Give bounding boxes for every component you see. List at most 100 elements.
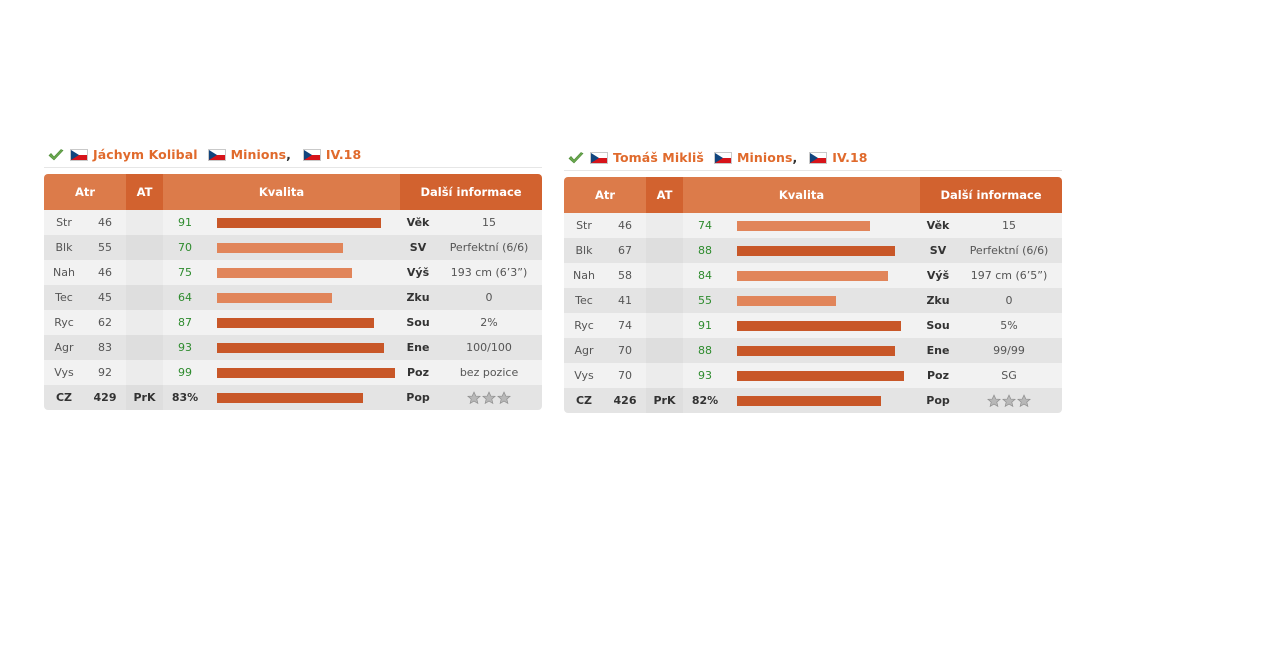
league-link[interactable]: IV.18 <box>325 147 362 162</box>
czech-flag-icon <box>809 151 828 164</box>
attr-value: 55 <box>84 235 127 260</box>
header-at[interactable]: AT <box>646 177 684 213</box>
quality-bar-cell <box>207 210 401 235</box>
table-row: Tec 45 64 Zku 0 <box>44 285 543 310</box>
player-header: Jáchym Kolibal Minions, IV.18 <box>44 142 542 168</box>
separator: , <box>792 150 798 165</box>
table-row: Ryc 62 87 Sou 2% <box>44 310 543 335</box>
info-value: 197 cm (6’5”) <box>956 263 1063 288</box>
info-label: Věk <box>400 210 437 235</box>
league-link[interactable]: IV.18 <box>832 150 868 165</box>
header-at[interactable]: AT <box>126 174 164 210</box>
attr-label: Nah <box>44 260 84 285</box>
quality-bar-cell <box>727 288 921 313</box>
attr-label: Vys <box>44 360 84 385</box>
player-stats-table: Atr AT Kvalita Další informace Str 46 91 Vě… <box>44 174 543 410</box>
info-label: SV <box>920 238 957 263</box>
prk-bar <box>737 395 882 406</box>
header-info[interactable]: Další informace <box>400 174 543 210</box>
attr-value: 83 <box>84 335 127 360</box>
prk-bar-cell <box>727 388 921 413</box>
total-row: CZ 429 PrK 83% Pop <box>44 385 543 410</box>
attr-label: Str <box>564 213 604 238</box>
quality-bar <box>217 217 382 228</box>
quality-bar-cell <box>727 363 921 388</box>
player-card-2: Tomáš Mikliš Minions, IV.18 Atr AT Kvali… <box>564 145 1063 413</box>
attr-value: 46 <box>84 260 127 285</box>
info-value: 2% <box>436 310 543 335</box>
info-value: 5% <box>956 313 1063 338</box>
header-info[interactable]: Další informace <box>920 177 1063 213</box>
at-value <box>126 210 164 235</box>
table-row: Str 46 74 Věk 15 <box>564 213 1063 238</box>
header-kvalita[interactable]: Kvalita <box>163 174 401 210</box>
player-name-link[interactable]: Tomáš Mikliš <box>613 150 704 165</box>
table-row: Agr 83 93 Ene 100/100 <box>44 335 543 360</box>
info-value: 193 cm (6’3”) <box>436 260 543 285</box>
star-icon <box>1002 393 1016 407</box>
at-value <box>126 360 164 385</box>
info-value: 99/99 <box>956 338 1063 363</box>
quality-bar-cell <box>207 310 401 335</box>
attr-label: Agr <box>564 338 604 363</box>
quality-value: 74 <box>683 213 728 238</box>
info-label: Poz <box>400 360 437 385</box>
quality-value: 88 <box>683 338 728 363</box>
player-card-1: Jáchym Kolibal Minions, IV.18 Atr AT Kva… <box>44 142 543 410</box>
info-label: Sou <box>920 313 957 338</box>
at-value <box>126 310 164 335</box>
quality-value: 93 <box>683 363 728 388</box>
quality-bar <box>737 320 902 331</box>
info-label: Věk <box>920 213 957 238</box>
at-value <box>126 260 164 285</box>
quality-value: 91 <box>683 313 728 338</box>
team-link[interactable]: Minions <box>230 147 287 162</box>
table-row: Vys 92 99 Poz bez pozice <box>44 360 543 385</box>
at-value <box>646 338 684 363</box>
attr-label: Tec <box>564 288 604 313</box>
quality-value: 88 <box>683 238 728 263</box>
player-header: Tomáš Mikliš Minions, IV.18 <box>564 145 1062 171</box>
attr-value: 62 <box>84 310 127 335</box>
quality-bar <box>737 295 837 306</box>
attr-value: 46 <box>604 213 647 238</box>
attr-label: Str <box>44 210 84 235</box>
header-atr[interactable]: Atr <box>44 174 127 210</box>
check-icon <box>568 151 584 163</box>
team-link[interactable]: Minions <box>736 150 793 165</box>
popularity-stars <box>987 393 1031 408</box>
table-row: Blk 55 70 SV Perfektní (6/6) <box>44 235 543 260</box>
attr-value: 74 <box>604 313 647 338</box>
info-label: Poz <box>920 363 957 388</box>
total-value: 429 <box>84 385 127 410</box>
czech-flag-icon <box>713 151 732 164</box>
prk-label: PrK <box>646 388 684 413</box>
info-label: Ene <box>400 335 437 360</box>
at-value <box>646 288 684 313</box>
quality-value: 64 <box>163 285 208 310</box>
quality-bar <box>737 220 871 231</box>
info-label: Ene <box>920 338 957 363</box>
table-row: Nah 46 75 Výš 193 cm (6’3”) <box>44 260 543 285</box>
info-value: 15 <box>956 213 1063 238</box>
prk-value: 83% <box>163 385 208 410</box>
total-row: CZ 426 PrK 82% Pop <box>564 388 1063 413</box>
separator: , <box>286 147 291 162</box>
quality-value: 93 <box>163 335 208 360</box>
player-stats-table: Atr AT Kvalita Další informace Str 46 74 Vě… <box>564 177 1063 413</box>
header-kvalita[interactable]: Kvalita <box>683 177 921 213</box>
attr-value: 67 <box>604 238 647 263</box>
quality-bar <box>217 367 396 378</box>
czech-flag-icon <box>590 151 608 164</box>
at-value <box>126 285 164 310</box>
quality-bar-cell <box>727 313 921 338</box>
at-value <box>646 263 684 288</box>
quality-bar-cell <box>207 285 401 310</box>
table-row: Agr 70 88 Ene 99/99 <box>564 338 1063 363</box>
header-atr[interactable]: Atr <box>564 177 647 213</box>
quality-bar <box>217 317 375 328</box>
player-name-link[interactable]: Jáchym Kolibal <box>93 147 198 162</box>
table-row: Ryc 74 91 Sou 5% <box>564 313 1063 338</box>
attr-label: Ryc <box>44 310 84 335</box>
star-icon <box>467 390 481 404</box>
